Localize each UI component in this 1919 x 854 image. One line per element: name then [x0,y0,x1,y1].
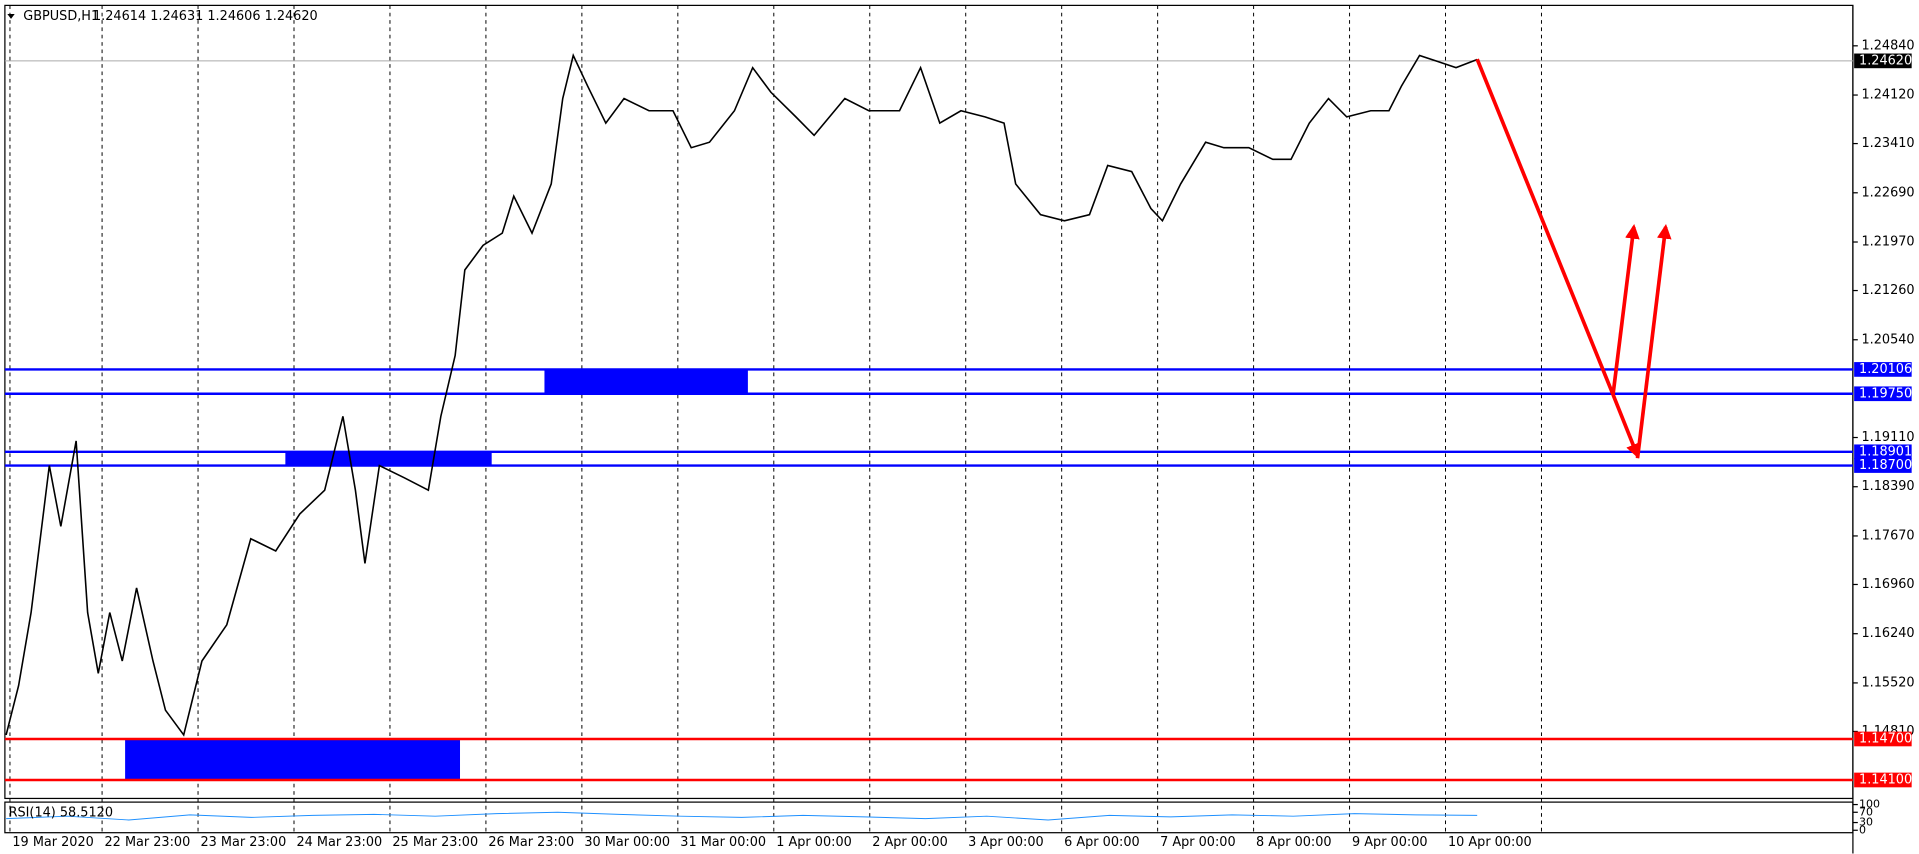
level-box [1854,772,1912,788]
x-tick-label: 25 Mar 23:00 [392,835,478,850]
x-tick-label: 7 Apr 00:00 [1160,835,1236,850]
last-price-label: 1.24620 [1859,53,1912,68]
x-tick-label: 26 Mar 23:00 [488,835,574,850]
rsi-tick-label: 30 [1859,816,1873,829]
y-tick-label: 1.17670 [1861,528,1914,543]
x-tick-label: 31 Mar 00:00 [680,835,766,850]
y-tick-label: 1.19110 [1861,430,1914,445]
x-tick-label: 22 Mar 23:00 [105,835,191,850]
rsi-label: RSI(14) 58.5120 [9,806,113,821]
level-label: 1.14100 [1859,772,1912,787]
y-tick-label: 1.15520 [1861,675,1914,690]
level-label: 1.20106 [1859,362,1912,377]
symbol: GBPUSD,H1 [23,9,99,24]
zone [125,738,461,780]
x-tick-label: 8 Apr 00:00 [1256,835,1332,850]
level-box [1854,458,1912,473]
level-box [1854,731,1912,747]
rsi-line [6,811,1478,821]
rsi-tick-label: 0 [1859,823,1866,836]
rsi-tick-label: 70 [1859,805,1873,818]
x-tick-label: 9 Apr 00:00 [1352,835,1428,850]
x-tick-label: 1 Apr 00:00 [776,835,852,850]
x-tick-label: 10 Apr 00:00 [1448,835,1532,850]
y-tick-label: 1.20540 [1861,332,1914,347]
y-tick-label: 1.24120 [1861,88,1914,103]
level-label: 1.14700 [1859,731,1912,746]
y-tick-label: 1.16240 [1861,626,1914,641]
rsi-frame [4,801,1854,834]
arrow [1611,393,1640,459]
rsi-tick-label: 100 [1859,798,1880,811]
x-tick-label: 19 Mar 2020 [12,835,93,850]
level-label: 1.18700 [1859,458,1912,473]
arrow [1635,223,1672,459]
y-tick-label: 1.16960 [1861,577,1914,592]
x-tick-label: 6 Apr 00:00 [1064,835,1140,850]
zone [285,451,492,466]
y-tick-label: 1.24840 [1861,38,1914,53]
y-tick-label: 1.18390 [1861,479,1914,494]
last-price-box [1854,53,1912,69]
arrow [1475,58,1615,396]
dropdown-icon[interactable] [7,13,15,19]
x-tick-label: 24 Mar 23:00 [296,835,382,850]
y-tick-label: 1.22690 [1861,185,1914,200]
x-tick-label: 23 Mar 23:00 [200,835,286,850]
x-tick-label: 30 Mar 00:00 [584,835,670,850]
price-line [5,53,1478,737]
forecast-arrows [1475,58,1672,459]
level-box [1854,362,1912,377]
level-label: 1.18901 [1859,444,1912,459]
x-tick-label: 3 Apr 00:00 [968,835,1044,850]
y-tick-label: 1.21970 [1861,235,1914,250]
arrow [1611,223,1640,395]
y-tick-label: 1.23410 [1861,136,1914,151]
x-tick-label: 2 Apr 00:00 [872,835,948,850]
ohlc: 1.24614 1.24631 1.24606 1.24620 [93,9,318,24]
zone [544,369,748,394]
level-box [1854,444,1912,460]
level-box [1854,386,1912,402]
plot-frame [4,4,1854,800]
y-tick-label: 1.21260 [1861,283,1914,298]
level-label: 1.19750 [1859,386,1912,401]
